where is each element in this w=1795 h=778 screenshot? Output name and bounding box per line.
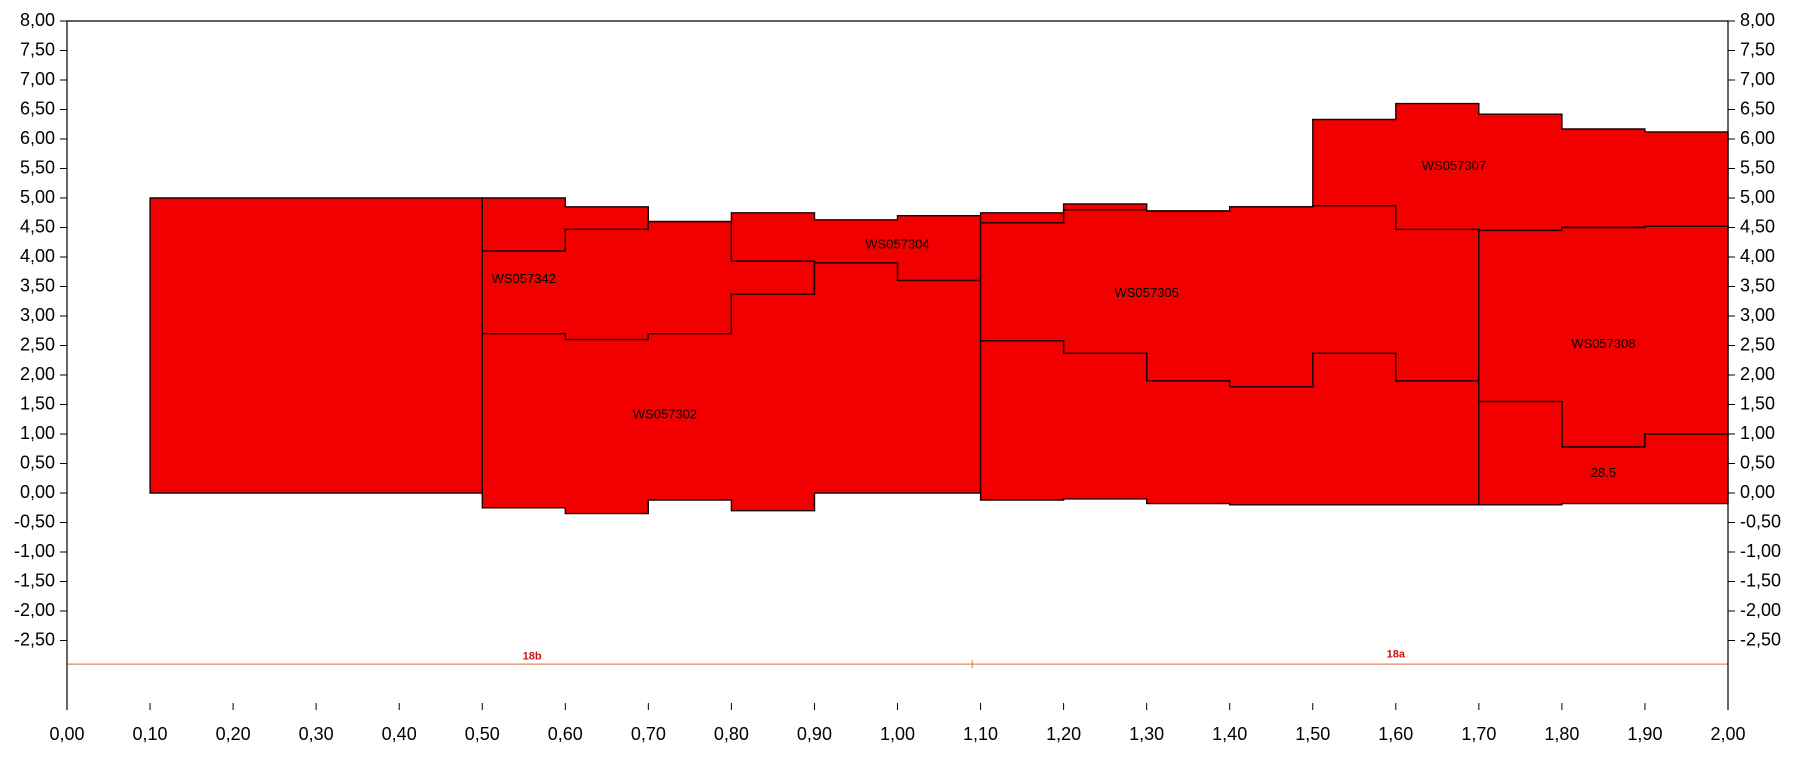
y-tick-label-left: 7,00 <box>20 69 55 89</box>
y-tick-label-left: 4,00 <box>20 246 55 266</box>
y-tick-label-left: 1,50 <box>20 393 55 413</box>
y-tick-label-right: 5,50 <box>1740 157 1775 177</box>
y-tick-label-left: -1,00 <box>14 541 55 561</box>
x-tick-label: 1,80 <box>1544 724 1579 744</box>
marker-label-18b: 18b <box>523 650 542 662</box>
y-tick-label-left: 3,00 <box>20 305 55 325</box>
y-tick-label-right: 4,50 <box>1740 216 1775 236</box>
y-tick-label-right: 8,00 <box>1740 10 1775 30</box>
x-tick-label: 2,00 <box>1710 724 1745 744</box>
y-tick-label-left: 0,50 <box>20 452 55 472</box>
region-label-ws057304: WS057304 <box>865 237 929 252</box>
y-tick-label-left: 0,00 <box>20 482 55 502</box>
y-tick-label-right: 2,50 <box>1740 334 1775 354</box>
y-tick-label-right: 1,50 <box>1740 393 1775 413</box>
x-tick-label: 0,50 <box>465 724 500 744</box>
y-tick-label-left: -2,00 <box>14 600 55 620</box>
x-tick-label: 0,00 <box>49 724 84 744</box>
region-label-28-5: 28.5 <box>1591 465 1616 480</box>
y-tick-label-left: 1,00 <box>20 423 55 443</box>
y-tick-label-left: 4,50 <box>20 216 55 236</box>
x-tick-label: 0,80 <box>714 724 749 744</box>
y-tick-label-left: 2,00 <box>20 364 55 384</box>
axes <box>66 20 1729 710</box>
profile-regions <box>149 102 1729 515</box>
y-tick-label-right: 3,50 <box>1740 275 1775 295</box>
baseline-layer: 18b 18a <box>67 649 1728 669</box>
x-tick-label: 1,30 <box>1129 724 1164 744</box>
marker-label-18a: 18a <box>1387 649 1406 661</box>
y-tick-label-right: 1,00 <box>1740 423 1775 443</box>
x-tick-label: 1,70 <box>1461 724 1496 744</box>
x-tick-label: 0,10 <box>133 724 168 744</box>
y-tick-label-left: -0,50 <box>14 511 55 531</box>
region-label-ws057305: WS057305 <box>1114 285 1178 300</box>
x-tick-label: 0,20 <box>216 724 251 744</box>
x-tick-label: 0,40 <box>382 724 417 744</box>
y-tick-label-right: 4,00 <box>1740 246 1775 266</box>
x-tick-label: 0,90 <box>797 724 832 744</box>
x-tick-label: 1,40 <box>1212 724 1247 744</box>
y-tick-label-right: -2,00 <box>1740 600 1781 620</box>
region-labels: WS057342 WS057304 WS057302 WS057305 WS057307… <box>492 158 1636 480</box>
region-label-ws057342: WS057342 <box>492 271 556 286</box>
y-tick-label-right: -1,00 <box>1740 541 1781 561</box>
y-tick-label-right: 3,00 <box>1740 305 1775 325</box>
y-tick-label-right: -2,50 <box>1740 629 1781 649</box>
y-tick-label-left: -2,50 <box>14 629 55 649</box>
y-tick-label-right: 6,50 <box>1740 98 1775 118</box>
y-tick-label-left: 7,50 <box>20 39 55 59</box>
x-tick-label: 1,50 <box>1295 724 1330 744</box>
region-label-ws057307: WS057307 <box>1422 158 1486 173</box>
y-tick-label-right: 7,50 <box>1740 39 1775 59</box>
region-1 <box>149 197 483 494</box>
y-tick-label-left: 3,50 <box>20 275 55 295</box>
x-tick-label: 1,00 <box>880 724 915 744</box>
y-tick-label-left: 8,00 <box>20 10 55 30</box>
x-tick-label: 0,30 <box>299 724 334 744</box>
y-tick-label-left: 2,50 <box>20 334 55 354</box>
x-tick-label: 1,60 <box>1378 724 1413 744</box>
y-tick-label-right: 6,00 <box>1740 128 1775 148</box>
region-label-ws057308: WS057308 <box>1571 336 1635 351</box>
y-tick-label-right: 2,00 <box>1740 364 1775 384</box>
y-tick-label-left: 5,00 <box>20 187 55 207</box>
y-tick-label-left: 5,50 <box>20 157 55 177</box>
y-tick-label-right: 0,00 <box>1740 482 1775 502</box>
y-tick-label-right: 0,50 <box>1740 452 1775 472</box>
y-tick-label-right: 7,00 <box>1740 69 1775 89</box>
y-tick-label-right: -1,50 <box>1740 570 1781 590</box>
y-tick-label-right: 5,00 <box>1740 187 1775 207</box>
region-label-ws057302: WS057302 <box>633 407 697 422</box>
y-tick-label-left: 6,00 <box>20 128 55 148</box>
y-tick-label-left: -1,50 <box>14 570 55 590</box>
region-7 <box>979 203 1313 224</box>
x-tick-label: 1,10 <box>963 724 998 744</box>
x-tick-label: 1,20 <box>1046 724 1081 744</box>
y-tick-label-left: 6,50 <box>20 98 55 118</box>
x-tick-label: 0,60 <box>548 724 583 744</box>
axis-ticks: 0,00 0,10 0,20 0,30 0,40 0,50 0,60 0,70 0,80 0,90… <box>14 10 1781 744</box>
x-tick-label: 0,70 <box>631 724 666 744</box>
y-tick-label-right: -0,50 <box>1740 511 1781 531</box>
x-tick-label: 1,90 <box>1627 724 1662 744</box>
